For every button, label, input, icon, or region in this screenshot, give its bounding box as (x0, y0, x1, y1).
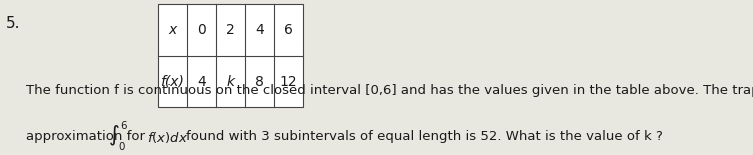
FancyBboxPatch shape (158, 4, 303, 107)
Text: k: k (226, 75, 234, 89)
Text: f(x): f(x) (160, 75, 184, 89)
Text: 8: 8 (255, 75, 264, 89)
Text: 4: 4 (255, 23, 264, 37)
Text: The function f is continuous on the closed interval [0,6] and has the values giv: The function f is continuous on the clos… (26, 84, 753, 97)
Text: 2: 2 (226, 23, 235, 37)
Text: 12: 12 (279, 75, 297, 89)
Text: 4: 4 (197, 75, 206, 89)
Text: 5.: 5. (6, 16, 21, 31)
Text: approximation for: approximation for (26, 131, 145, 144)
Text: $\int_0^6$: $\int_0^6$ (108, 120, 129, 153)
Text: 6: 6 (284, 23, 293, 37)
Text: 0: 0 (197, 23, 206, 37)
Text: found with 3 subintervals of equal length is 52. What is the value of k ?: found with 3 subintervals of equal lengt… (186, 131, 663, 144)
Text: $f(x)dx$: $f(x)dx$ (148, 131, 188, 146)
Text: x: x (168, 23, 176, 37)
